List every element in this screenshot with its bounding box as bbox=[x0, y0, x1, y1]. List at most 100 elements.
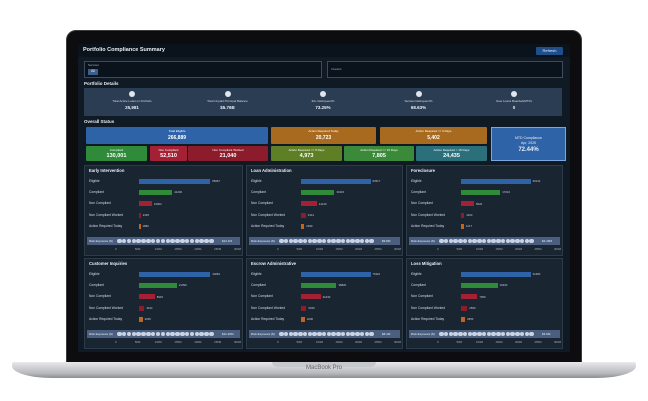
panel-title: Foreclosure bbox=[411, 168, 435, 173]
row-label: Compliant bbox=[251, 190, 266, 195]
risk-dot bbox=[150, 331, 156, 336]
card-label: Action Required > 15 Days bbox=[433, 147, 470, 152]
card-value: 130,001 bbox=[106, 152, 127, 159]
bar bbox=[139, 316, 143, 322]
row-label: Action Required Today bbox=[411, 223, 445, 228]
risk-dot bbox=[350, 238, 355, 243]
axis-label: 150M bbox=[335, 247, 343, 251]
risk-dot bbox=[491, 238, 496, 243]
risk-dot bbox=[321, 238, 327, 243]
risk-dot bbox=[472, 238, 477, 243]
card-label: Non Compliant bbox=[158, 147, 179, 152]
risk-dot bbox=[500, 331, 506, 336]
card-value: 7,805 bbox=[372, 152, 386, 159]
risk-dot bbox=[189, 238, 195, 243]
laptop-notch bbox=[272, 362, 376, 367]
row-label: Compliant bbox=[89, 190, 104, 195]
axis-label: 150M bbox=[335, 340, 343, 344]
stat-icon bbox=[320, 91, 326, 97]
risk-dot bbox=[175, 238, 180, 243]
mtd-value: 72.44% bbox=[518, 146, 539, 153]
axis-label: 50M bbox=[456, 247, 462, 251]
panel: Loan Administration Eligible 62517 Complian… bbox=[246, 165, 403, 256]
row-label: Non Compliant Worked bbox=[251, 212, 286, 217]
risk-dot bbox=[121, 331, 127, 336]
risk-label: Risk Exposure ($) bbox=[251, 331, 275, 336]
risk-dot bbox=[331, 238, 336, 243]
risk-dot bbox=[141, 238, 146, 243]
row-label: Non Compliant bbox=[251, 294, 273, 299]
risk-dot bbox=[439, 331, 444, 336]
card-value: 5,402 bbox=[427, 134, 440, 141]
risk-dot bbox=[204, 331, 209, 336]
refresh-button[interactable]: Refresh bbox=[536, 47, 563, 55]
bar-value: 1217 bbox=[465, 224, 473, 228]
axis-label: 0 bbox=[437, 247, 439, 251]
risk-dot bbox=[472, 331, 477, 336]
axis-label: 250M bbox=[534, 340, 542, 344]
row-label: Action Required Today bbox=[411, 316, 445, 321]
card-label: Action Required <= 3 Days bbox=[415, 128, 452, 133]
risk-label: Risk Exposure ($) bbox=[251, 238, 275, 243]
risk-total: $9.8M bbox=[382, 238, 391, 243]
bar-value: 1850 bbox=[467, 317, 474, 321]
axis-label: 300M bbox=[554, 247, 561, 251]
card-value: 21,040 bbox=[219, 152, 237, 159]
mtd-label: MTD Compliance bbox=[514, 136, 543, 140]
card-label: Non Compliant Worked bbox=[212, 147, 244, 152]
axis-label: 200M bbox=[515, 340, 522, 344]
risk-dot bbox=[496, 238, 501, 243]
stat-icon bbox=[511, 91, 517, 97]
risk-dot bbox=[184, 331, 190, 336]
risk-dot bbox=[165, 238, 170, 243]
row-label: Action Required Today bbox=[251, 316, 285, 321]
row-label: Eligible bbox=[251, 179, 262, 183]
bar-value: 7350 bbox=[479, 294, 486, 299]
risk-dot bbox=[117, 238, 122, 243]
risk-dot bbox=[443, 331, 449, 336]
risk-dot bbox=[194, 238, 200, 243]
laptop-base bbox=[12, 362, 636, 378]
risk-dot bbox=[496, 331, 501, 336]
card-label: Action Required Today bbox=[308, 128, 339, 133]
risk-strip: Risk Exposure ($) $11.26M bbox=[87, 330, 240, 338]
bar bbox=[301, 305, 307, 311]
bar bbox=[461, 201, 474, 207]
card-label: Compliant bbox=[109, 147, 124, 152]
risk-dot bbox=[283, 331, 289, 336]
investor-filter[interactable] bbox=[327, 61, 563, 78]
risk-dot bbox=[298, 238, 303, 243]
servicer-filter[interactable] bbox=[84, 61, 322, 78]
risk-dot bbox=[467, 238, 472, 243]
risk-dot bbox=[439, 238, 444, 243]
risk-dot bbox=[340, 331, 346, 336]
risk-dot bbox=[529, 331, 534, 336]
risk-dot bbox=[467, 331, 472, 336]
risk-dot bbox=[160, 331, 166, 336]
risk-dot bbox=[136, 238, 141, 243]
bar bbox=[301, 316, 305, 322]
risk-dot bbox=[199, 331, 204, 336]
risk-dot bbox=[477, 238, 482, 243]
stat-value: $5.76B bbox=[220, 105, 235, 110]
risk-dot bbox=[369, 331, 374, 336]
section-title: Portfolio Details bbox=[84, 81, 119, 86]
bar-value: 2045 bbox=[144, 317, 151, 321]
bar-value: 8915 bbox=[156, 294, 163, 299]
bar bbox=[461, 223, 464, 229]
row-label: Action Required Today bbox=[89, 223, 123, 228]
bar-value: 6020 bbox=[308, 305, 315, 310]
axis-label: 50M bbox=[296, 247, 302, 251]
row-label: Non Compliant bbox=[89, 201, 111, 206]
row-label: Compliant bbox=[251, 283, 266, 288]
bar-value: 16002 bbox=[153, 201, 162, 206]
risk-dot bbox=[321, 331, 327, 336]
panel-title: Early Intervention bbox=[89, 168, 125, 173]
title-bar bbox=[78, 44, 570, 57]
risk-dot bbox=[126, 331, 132, 336]
risk-dot bbox=[165, 331, 170, 336]
mtd-card: MTD Compliance Apr, 2025 72.44% bbox=[491, 127, 566, 161]
risk-dot bbox=[458, 238, 463, 243]
row-label: Compliant bbox=[411, 283, 426, 288]
card-label: Total Eligible bbox=[168, 128, 186, 133]
